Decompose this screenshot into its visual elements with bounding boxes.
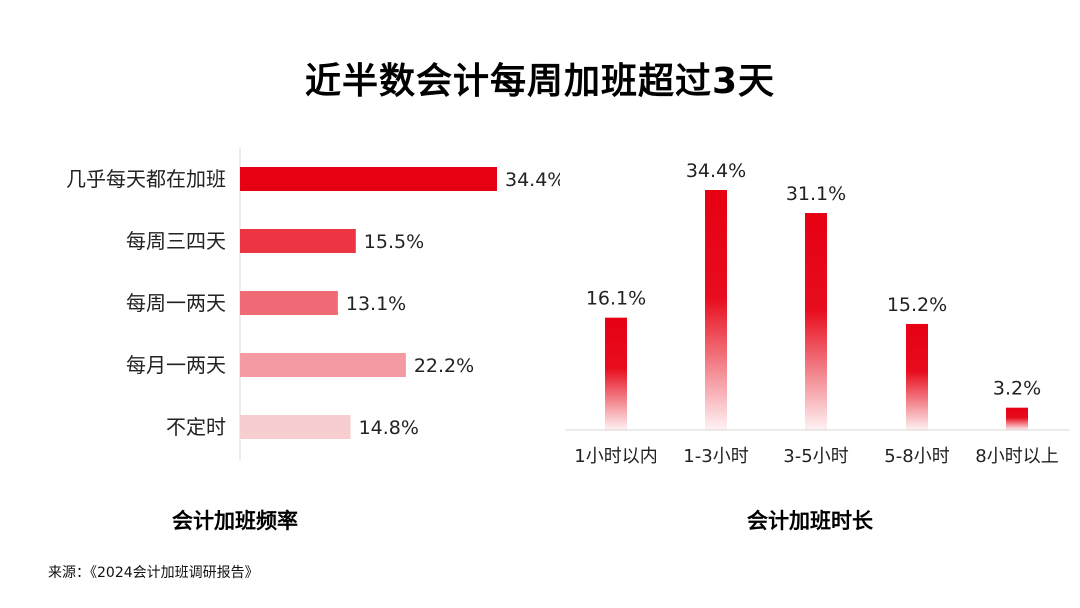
- category-label: 1小时以内: [574, 446, 657, 467]
- frequency-chart-title: 会计加班频率: [172, 509, 298, 533]
- category-label: 每周一两天: [126, 291, 226, 315]
- data-label: 15.5%: [364, 231, 424, 253]
- category-label: 几乎每天都在加班: [66, 167, 226, 191]
- bar: [705, 190, 727, 430]
- bar: [805, 213, 827, 430]
- data-label: 14.8%: [359, 417, 419, 439]
- data-label: 34.4%: [505, 169, 560, 191]
- bar: [240, 229, 356, 253]
- data-label: 16.1%: [586, 288, 646, 310]
- category-label: 3-5小时: [783, 446, 848, 467]
- data-label: 13.1%: [346, 293, 406, 315]
- category-label: 1-3小时: [683, 446, 748, 467]
- bar: [1006, 407, 1028, 430]
- page-title: 近半数会计每周加班超过3天: [304, 61, 776, 102]
- duration-chart: 16.1% 1小时以内 34.4% 1-3小时 31.1% 3-5小时 15.2% 5-8小时…: [565, 160, 1070, 467]
- category-label: 每周三四天: [126, 229, 226, 253]
- frequency-chart: 几乎每天都在加班 34.4% 每周三四天 15.5% 每周一两天 13.1% 每月一两天 22…: [66, 148, 560, 460]
- category-label: 不定时: [166, 415, 226, 439]
- source-note: 来源：《2024会计加班调研报告》: [48, 565, 259, 581]
- category-label: 5-8小时: [884, 446, 949, 467]
- bar: [240, 167, 497, 191]
- data-label: 3.2%: [993, 378, 1041, 400]
- category-label: 每月一两天: [126, 353, 226, 377]
- data-label: 22.2%: [414, 355, 474, 377]
- duration-chart-title: 会计加班时长: [747, 509, 873, 533]
- data-label: 34.4%: [686, 160, 746, 182]
- data-label: 31.1%: [786, 183, 846, 205]
- data-label: 15.2%: [887, 294, 947, 316]
- bar: [906, 323, 928, 430]
- bar: [240, 415, 351, 439]
- bar: [240, 291, 338, 315]
- bar: [240, 353, 406, 377]
- bar: [605, 317, 627, 430]
- category-label: 8小时以上: [975, 446, 1058, 467]
